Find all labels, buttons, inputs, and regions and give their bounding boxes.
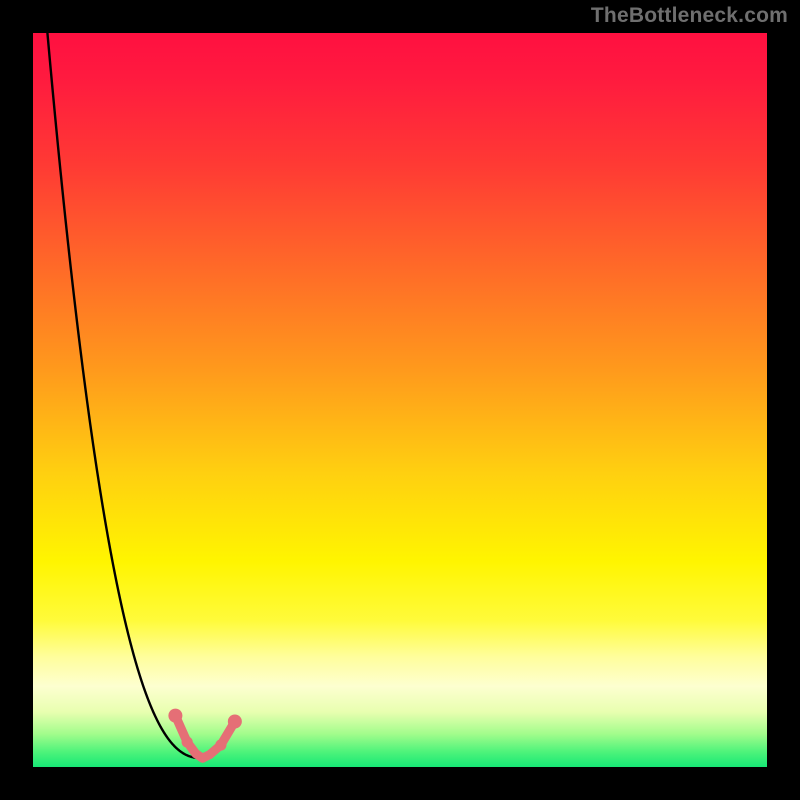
marker-dot — [215, 739, 226, 750]
bottleneck-chart — [0, 0, 800, 800]
marker-dot — [168, 709, 182, 723]
marker-dot — [205, 750, 214, 759]
chart-frame: TheBottleneck.com — [0, 0, 800, 800]
marker-dot — [182, 736, 193, 747]
plot-background-gradient — [33, 33, 767, 767]
watermark-text: TheBottleneck.com — [591, 4, 788, 28]
marker-dot — [228, 714, 242, 728]
